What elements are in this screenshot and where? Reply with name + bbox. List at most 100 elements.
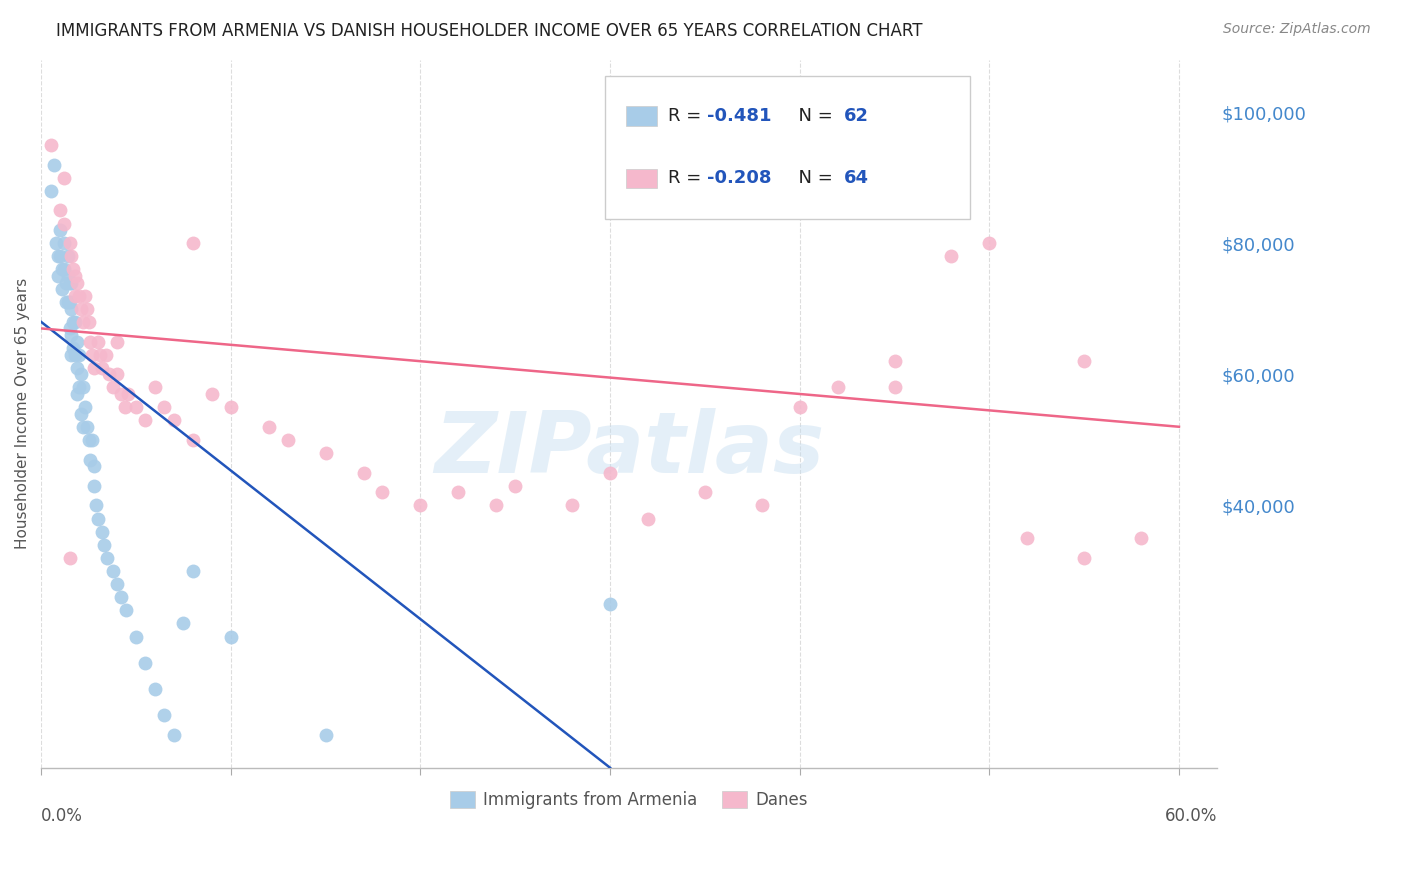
Point [70,368,93,382]
Point [67,380,90,394]
Point [257,419,280,434]
Point [60,249,83,263]
Point [67,288,90,302]
Point [105,368,128,382]
Point [447,485,470,500]
Point [90,524,112,539]
Point [201,387,224,401]
Text: Source: ZipAtlas.com: Source: ZipAtlas.com [1223,22,1371,37]
Point [83,459,105,474]
Point [87,511,110,525]
Point [277,433,299,447]
Text: -0.481: -0.481 [707,107,772,125]
Point [1073,354,1095,368]
Point [181,433,204,447]
Point [105,577,128,591]
Point [503,479,526,493]
Point [70,407,93,421]
Point [90,360,112,375]
Point [84,499,107,513]
Point [827,380,849,394]
Point [76,301,98,316]
Y-axis label: Householder Income Over 65 years: Householder Income Over 65 years [15,278,30,549]
Point [114,400,136,414]
Point [134,413,156,427]
Point [52,262,75,277]
Point [599,597,621,611]
Point [77,433,100,447]
Point [62,315,84,329]
Point [789,400,811,414]
Point [58,550,80,565]
Point [72,380,94,394]
Point [62,341,84,355]
Point [60,328,83,343]
Point [153,400,176,414]
Point [65,315,87,329]
Text: N =: N = [787,169,839,187]
Point [485,499,508,513]
Text: 64: 64 [844,169,869,187]
Point [693,485,716,500]
Point [751,499,773,513]
Point [72,315,94,329]
Point [883,354,905,368]
Point [163,728,186,742]
Point [79,334,101,349]
Point [51,262,73,277]
Point [1073,550,1095,565]
Point [49,249,72,263]
Point [82,433,104,447]
Point [98,368,121,382]
Point [49,203,72,218]
Point [70,301,93,316]
Point [52,236,75,251]
Point [62,262,84,277]
Text: ZIPatlas: ZIPatlas [434,408,824,491]
Point [172,616,194,631]
Point [52,217,75,231]
Text: R =: R = [668,107,707,125]
Point [66,334,89,349]
Point [153,708,176,723]
Point [93,538,115,552]
Text: R =: R = [668,169,707,187]
Point [101,564,124,578]
Point [143,681,166,696]
Point [60,276,83,290]
Point [83,479,105,493]
Point [143,380,166,394]
Point [219,630,242,644]
Point [1017,531,1039,545]
Point [66,387,89,401]
Point [125,630,148,644]
Point [117,387,139,401]
Point [73,288,96,302]
Point [46,249,69,263]
Point [56,249,79,263]
Point [66,360,89,375]
Point [94,348,117,362]
Point [79,452,101,467]
Point [82,348,104,362]
Point [83,360,105,375]
Point [56,295,79,310]
Point [77,315,100,329]
Point [637,511,659,525]
Point [110,591,132,605]
Point [979,236,1001,251]
Point [67,348,90,362]
Point [56,268,79,283]
Text: -0.208: -0.208 [707,169,772,187]
Point [353,466,375,480]
Point [65,288,87,302]
Point [39,137,62,152]
Point [46,268,69,283]
Point [371,485,394,500]
Point [134,656,156,670]
Point [105,334,128,349]
Point [96,550,118,565]
Point [315,728,337,742]
Point [89,348,111,362]
Point [60,348,83,362]
